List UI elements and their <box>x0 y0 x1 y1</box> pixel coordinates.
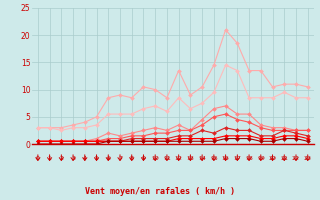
Text: Vent moyen/en rafales ( km/h ): Vent moyen/en rafales ( km/h ) <box>85 187 235 196</box>
